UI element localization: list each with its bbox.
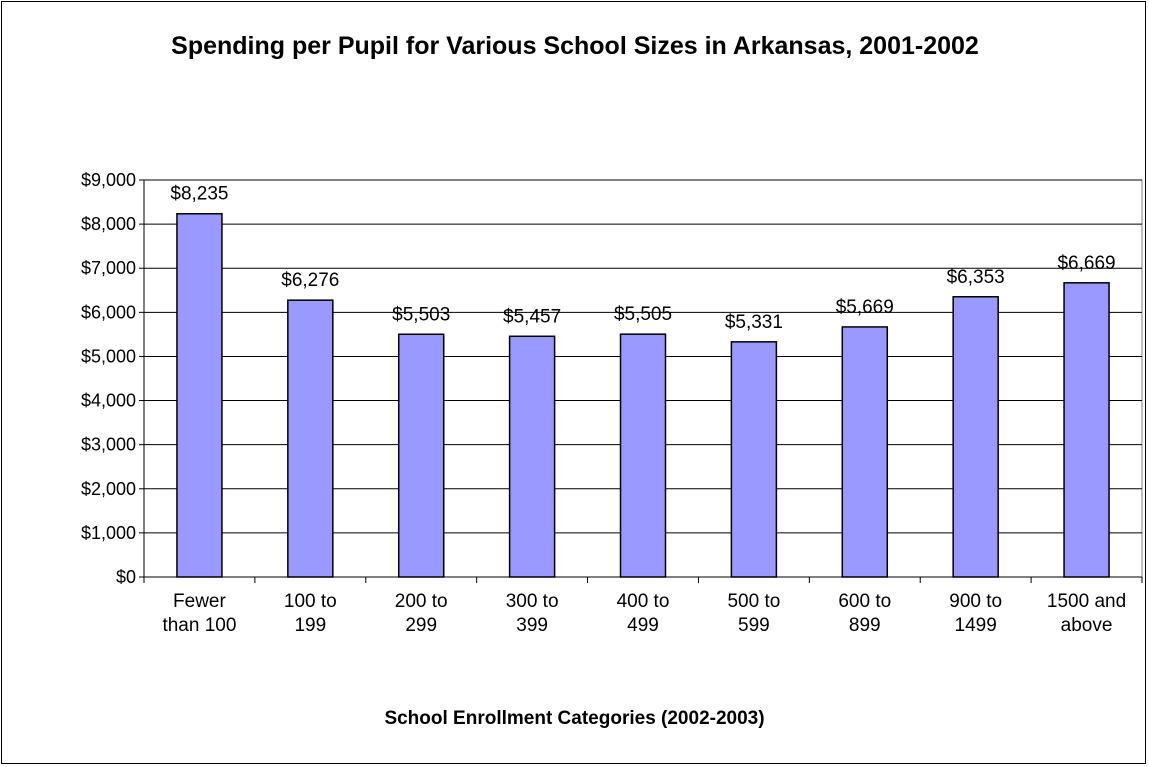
y-tick-label: $6,000 — [81, 302, 136, 322]
x-tick-label: 200 to — [395, 591, 448, 612]
data-label: $5,505 — [614, 304, 672, 325]
y-tick-label: $8,000 — [81, 214, 136, 234]
x-tick-label: 400 to — [617, 591, 670, 612]
y-tick-label: $0 — [116, 567, 136, 587]
y-tick-label: $2,000 — [81, 479, 136, 499]
data-label: $5,669 — [836, 297, 894, 318]
x-tick-label: 399 — [516, 615, 548, 636]
y-tick-label: $7,000 — [81, 258, 136, 278]
chart-title: Spending per Pupil for Various School Si… — [171, 32, 979, 60]
data-label: $6,669 — [1057, 253, 1115, 274]
x-tick-label: 900 to — [949, 591, 1002, 612]
bar — [730, 341, 778, 578]
data-labels: $8,235 $6,276 $5,503 $5,457 $5,505 $5,331 $5,6… — [170, 184, 1115, 333]
x-tick-labels: Fewer than 100 100 to 199 200 to 299 300 to 399… — [162, 591, 1126, 636]
x-tick-label: 599 — [738, 615, 770, 636]
y-tick-label: $5,000 — [81, 346, 136, 366]
x-tick-label: 500 to — [727, 591, 780, 612]
x-tick-label: Fewer — [173, 591, 226, 612]
x-tick-label: 299 — [405, 615, 437, 636]
bar — [176, 212, 223, 578]
y-tick-label: $1,000 — [81, 523, 136, 543]
x-axis-label: School Enrollment Categories (2002-2003) — [384, 708, 765, 729]
x-tick-label: than 100 — [162, 615, 236, 636]
x-tick-label: above — [1061, 615, 1113, 636]
data-label: $8,235 — [170, 184, 228, 205]
data-label: $5,503 — [392, 304, 450, 325]
axes — [139, 179, 1143, 583]
x-tick-label: 1500 and — [1047, 591, 1126, 612]
data-label: $6,353 — [947, 267, 1005, 288]
data-label: $5,331 — [725, 312, 783, 333]
x-tick-label: 1499 — [955, 615, 997, 636]
bar — [397, 333, 445, 578]
y-tick-labels: $0 $1,000 $2,000 $3,000 $4,000 $5,000 $6,000 $7… — [81, 170, 136, 587]
x-tick-label: 899 — [849, 615, 881, 636]
y-tick-label: $4,000 — [81, 391, 136, 411]
bars — [176, 212, 1110, 578]
y-tick-label: $3,000 — [81, 435, 136, 455]
x-tick-label: 199 — [294, 615, 326, 636]
bar — [508, 335, 556, 578]
bar — [1063, 282, 1110, 578]
data-label: $5,457 — [503, 306, 561, 327]
x-tick-label: 600 to — [838, 591, 891, 612]
data-label: $6,276 — [281, 270, 339, 291]
bar — [952, 296, 999, 578]
x-tick-label: 499 — [627, 615, 659, 636]
y-tick-label: $9,000 — [81, 170, 136, 190]
bar — [841, 326, 889, 578]
bar — [287, 299, 334, 578]
bar — [619, 333, 667, 578]
x-tick-label: 100 to — [284, 591, 337, 612]
x-tick-label: 300 to — [506, 591, 559, 612]
